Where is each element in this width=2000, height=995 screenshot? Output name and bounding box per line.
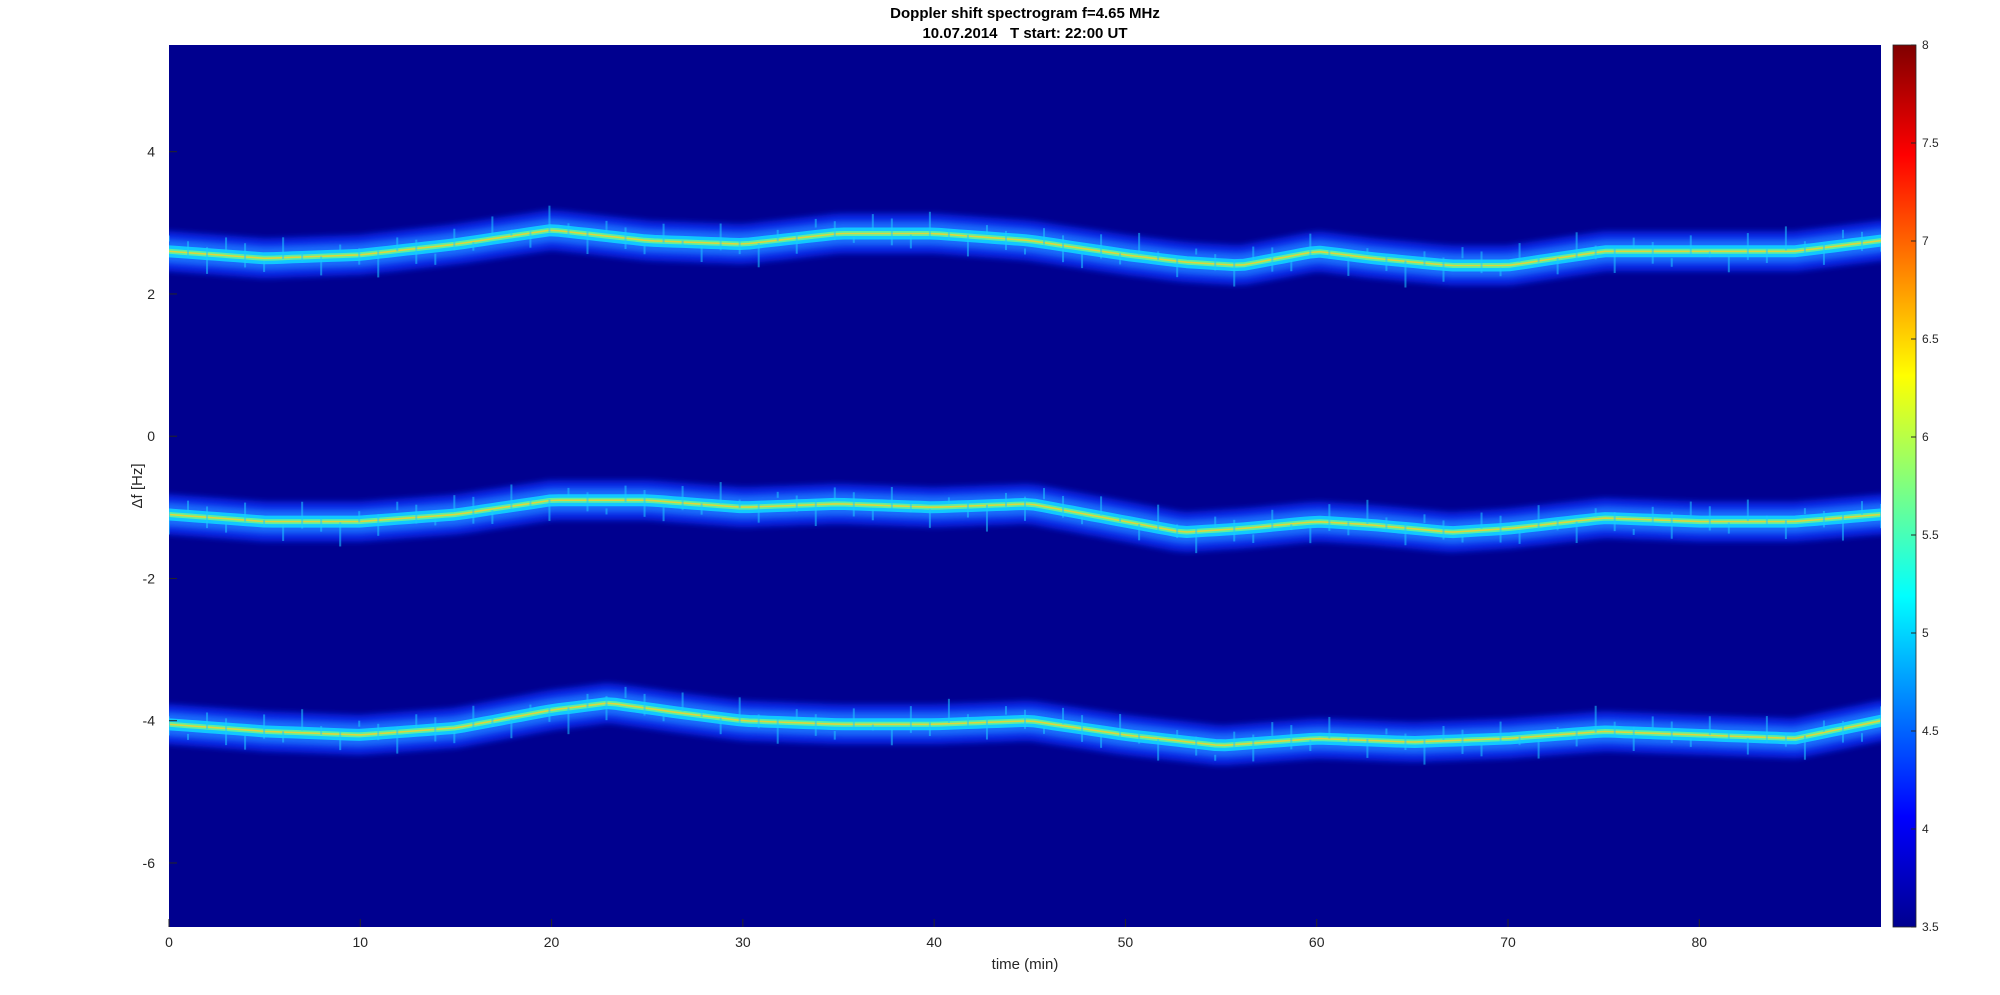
y-tick-label: 4 xyxy=(147,144,155,160)
colorbar-tick-label: 3.5 xyxy=(1922,920,1939,934)
chart-subtitle: 10.07.2014 T start: 22:00 UT xyxy=(922,25,1127,42)
colorbar-tick-label: 5 xyxy=(1922,626,1929,640)
x-tick-label: 0 xyxy=(165,934,173,950)
x-axis-label: time (min) xyxy=(992,956,1059,973)
spectral-band-3 xyxy=(169,683,1881,766)
colorbar-tick-label: 6 xyxy=(1922,430,1929,444)
colorbar-tick-label: 6.5 xyxy=(1922,332,1939,346)
y-tick-label: 0 xyxy=(147,428,155,444)
colorbar-tick-label: 7 xyxy=(1922,234,1929,248)
x-tick-label: 70 xyxy=(1500,934,1516,950)
x-tick-label: 40 xyxy=(926,934,942,950)
colorbar-tick-label: 4.5 xyxy=(1922,724,1939,738)
x-tick-label: 20 xyxy=(544,934,560,950)
colorbar-tick-label: 5.5 xyxy=(1922,528,1939,542)
y-axis-label: Δf [Hz] xyxy=(129,463,146,508)
spectral-band-1 xyxy=(169,205,1881,288)
x-tick-label: 80 xyxy=(1691,934,1707,950)
x-tick-label: 50 xyxy=(1118,934,1134,950)
y-tick-label: -2 xyxy=(143,570,156,586)
x-tick-label: 60 xyxy=(1309,934,1325,950)
y-tick-label: 2 xyxy=(147,286,155,302)
x-tick-label: 30 xyxy=(735,934,751,950)
x-tick-label: 10 xyxy=(352,934,368,950)
colorbar-tick-label: 8 xyxy=(1922,38,1929,52)
colorbar xyxy=(1892,44,1917,928)
y-tick-label: -6 xyxy=(143,855,156,871)
colorbar-tick-label: 7.5 xyxy=(1922,136,1939,150)
y-tick-label: -4 xyxy=(143,713,156,729)
chart-title: Doppler shift spectrogram f=4.65 MHz xyxy=(890,5,1160,22)
colorbar-tick-label: 4 xyxy=(1922,822,1929,836)
spectral-band-2 xyxy=(169,480,1881,554)
